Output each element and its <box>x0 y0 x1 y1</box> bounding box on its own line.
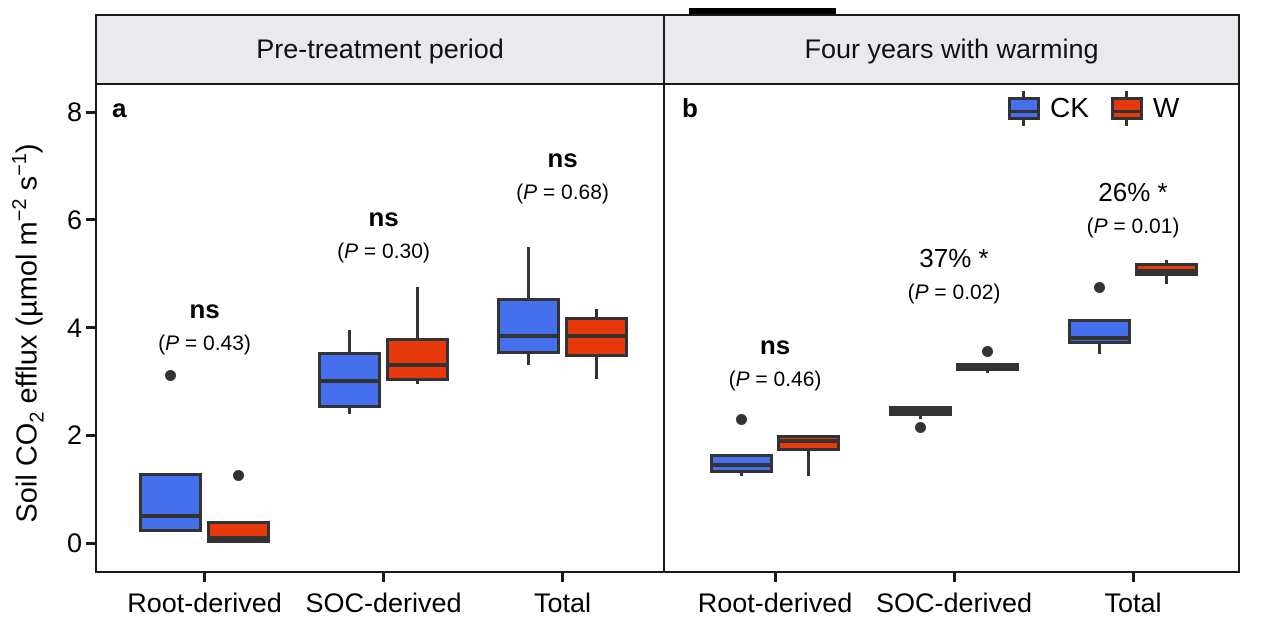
boxplot-a-root-derived-ck-outlier <box>165 370 177 382</box>
boxplot-a-root-derived-w-median <box>209 535 267 540</box>
boxplot-a-total-ck-upper-whisker <box>527 246 531 298</box>
x-category-label: Root-derived <box>127 588 282 618</box>
boxplot-a-soc-derived-w-upper-whisker <box>415 287 419 339</box>
boxplot-a-root-derived-ck-median <box>142 514 200 519</box>
annotation-p-value: (P = 0.46) <box>728 368 822 392</box>
boxplot-b-soc-derived-w-median <box>959 365 1017 370</box>
boxplot-b-root-derived-w-median <box>780 438 838 443</box>
legend-ck-box-icon <box>1008 96 1040 120</box>
boxplot-b-soc-derived-ck-median <box>891 409 949 413</box>
x-tick-mark <box>952 573 956 582</box>
boxplot-b-soc-derived-w-lower-whisker <box>986 370 990 374</box>
panel-a-letter: a <box>112 93 127 123</box>
annotation-p-value: (P = 0.43) <box>158 332 251 356</box>
boxplot-b-root-derived-ck-median <box>712 462 770 467</box>
boxplot-a-total-ck-lower-whisker <box>527 354 531 366</box>
boxplot-a-soc-derived-ck-lower-whisker <box>348 408 352 414</box>
legend-ck-whisker-icon <box>1022 90 1025 97</box>
annotation-p-value: (P = 0.02) <box>907 281 1001 304</box>
x-tick-mark <box>382 573 385 582</box>
x-category-label: Total <box>533 588 592 618</box>
panel-b-plot <box>663 83 1240 573</box>
y-tick-mark <box>86 433 95 437</box>
annotation-p-value: (P = 0.01) <box>1086 215 1180 239</box>
legend: CK W <box>1008 89 1201 127</box>
legend-w-whisker-icon <box>1124 90 1128 97</box>
boxplot-b-total-w-upper-whisker <box>1165 260 1169 263</box>
legend-ck-whisker-icon <box>1022 119 1025 126</box>
x-tick-mark <box>561 573 564 582</box>
boxplot-b-total-ck-median <box>1070 336 1128 341</box>
boxplot-a-soc-derived-ck-upper-whisker <box>348 330 352 352</box>
legend-w-whisker-icon <box>1124 119 1128 126</box>
annotation-p-value: (P = 0.68) <box>516 180 609 204</box>
annotation-label: ns <box>759 330 791 361</box>
boxplot-a-soc-derived-ck-median <box>321 379 379 384</box>
legend-ck-label: CK <box>1050 92 1089 123</box>
panel-b-header: Four years with warming <box>663 14 1240 85</box>
annotation-p-value: (P = 0.30) <box>337 240 430 264</box>
boxplot-a-root-derived-w-outlier <box>232 470 244 482</box>
legend-w-box-icon <box>1110 96 1143 120</box>
boxplot-b-total-w-median <box>1138 268 1196 273</box>
boxplot-a-total-w-upper-whisker <box>594 308 598 317</box>
boxplot-b-soc-derived-ck-outlier <box>914 421 926 433</box>
boxplot-a-soc-derived-w-lower-whisker <box>415 381 419 385</box>
y-tick-label: 6 <box>66 204 82 235</box>
x-tick-mark <box>203 573 206 582</box>
boxplot-a-total-ck-median <box>500 333 558 338</box>
boxplot-b-soc-derived-ck-lower-whisker <box>918 416 922 420</box>
panel-a-header: Pre-treatment period <box>95 14 665 85</box>
boxplot-a-total-w-median <box>567 333 625 338</box>
y-tick-mark <box>86 541 95 545</box>
boxplot-b-total-ck-outlier <box>1093 281 1105 293</box>
significance-annotation-a-1: ns (P = 0.43) <box>85 294 325 357</box>
x-category-label: Total <box>1104 588 1162 618</box>
annotation-label: 26% * <box>1098 177 1168 208</box>
boxplot-b-root-derived-ck-outlier <box>735 413 747 425</box>
top-artifact-bar <box>689 8 836 14</box>
x-tick-mark <box>773 573 777 582</box>
y-tick-label: 8 <box>66 97 82 127</box>
significance-annotation-b-2: 37% * (P = 0.02) <box>834 243 1074 306</box>
boxplot-b-root-derived-ck-lower-whisker <box>739 472 743 476</box>
x-tick-mark <box>1131 573 1135 582</box>
y-tick-label: 2 <box>66 420 82 451</box>
significance-annotation-a-2: ns (P = 0.30) <box>264 202 504 265</box>
significance-annotation-b-3: 26% * (P = 0.01) <box>1013 177 1253 240</box>
significance-annotation-a-3: ns (P = 0.68) <box>443 143 683 206</box>
y-tick-mark <box>86 218 95 222</box>
boxplot-a-root-derived-w-box <box>206 521 270 543</box>
boxplot-b-total-w-lower-whisker <box>1165 276 1169 285</box>
x-category-label: Root-derived <box>697 588 853 618</box>
boxplot-b-root-derived-w-lower-whisker <box>807 451 811 476</box>
x-category-label: SOC-derived <box>305 588 462 618</box>
annotation-label: ns <box>189 294 220 325</box>
panel-b-letter: b <box>682 93 698 123</box>
annotation-label: ns <box>547 142 578 173</box>
boxplot-a-soc-derived-w-box <box>385 338 449 382</box>
boxplot-a-root-derived-ck-box <box>139 472 203 533</box>
x-category-label: SOC-derived <box>875 588 1033 618</box>
panel-b-title: Four years with warming <box>804 34 1099 64</box>
boxplot-a-soc-derived-w-median <box>388 363 446 368</box>
annotation-label: ns <box>368 202 399 233</box>
panel-a-title: Pre-treatment period <box>256 34 504 64</box>
y-tick-mark <box>86 326 95 329</box>
legend-ck-boxplot-glyph <box>1008 90 1040 126</box>
boxplot-a-total-w-lower-whisker <box>594 357 598 379</box>
boxplot-a-total-ck-box <box>497 297 561 355</box>
y-tick-label: 0 <box>66 528 82 558</box>
y-tick-mark <box>86 110 95 114</box>
boxplot-b-total-ck-lower-whisker <box>1097 343 1101 355</box>
y-tick-label: 4 <box>66 312 82 343</box>
legend-w-boxplot-glyph <box>1110 90 1143 126</box>
significance-annotation-b-1: ns (P = 0.46) <box>655 330 895 393</box>
annotation-label: 37% * <box>919 243 989 273</box>
legend-w-label: W <box>1152 92 1180 123</box>
boxplot-b-soc-derived-w-outlier <box>982 346 994 358</box>
